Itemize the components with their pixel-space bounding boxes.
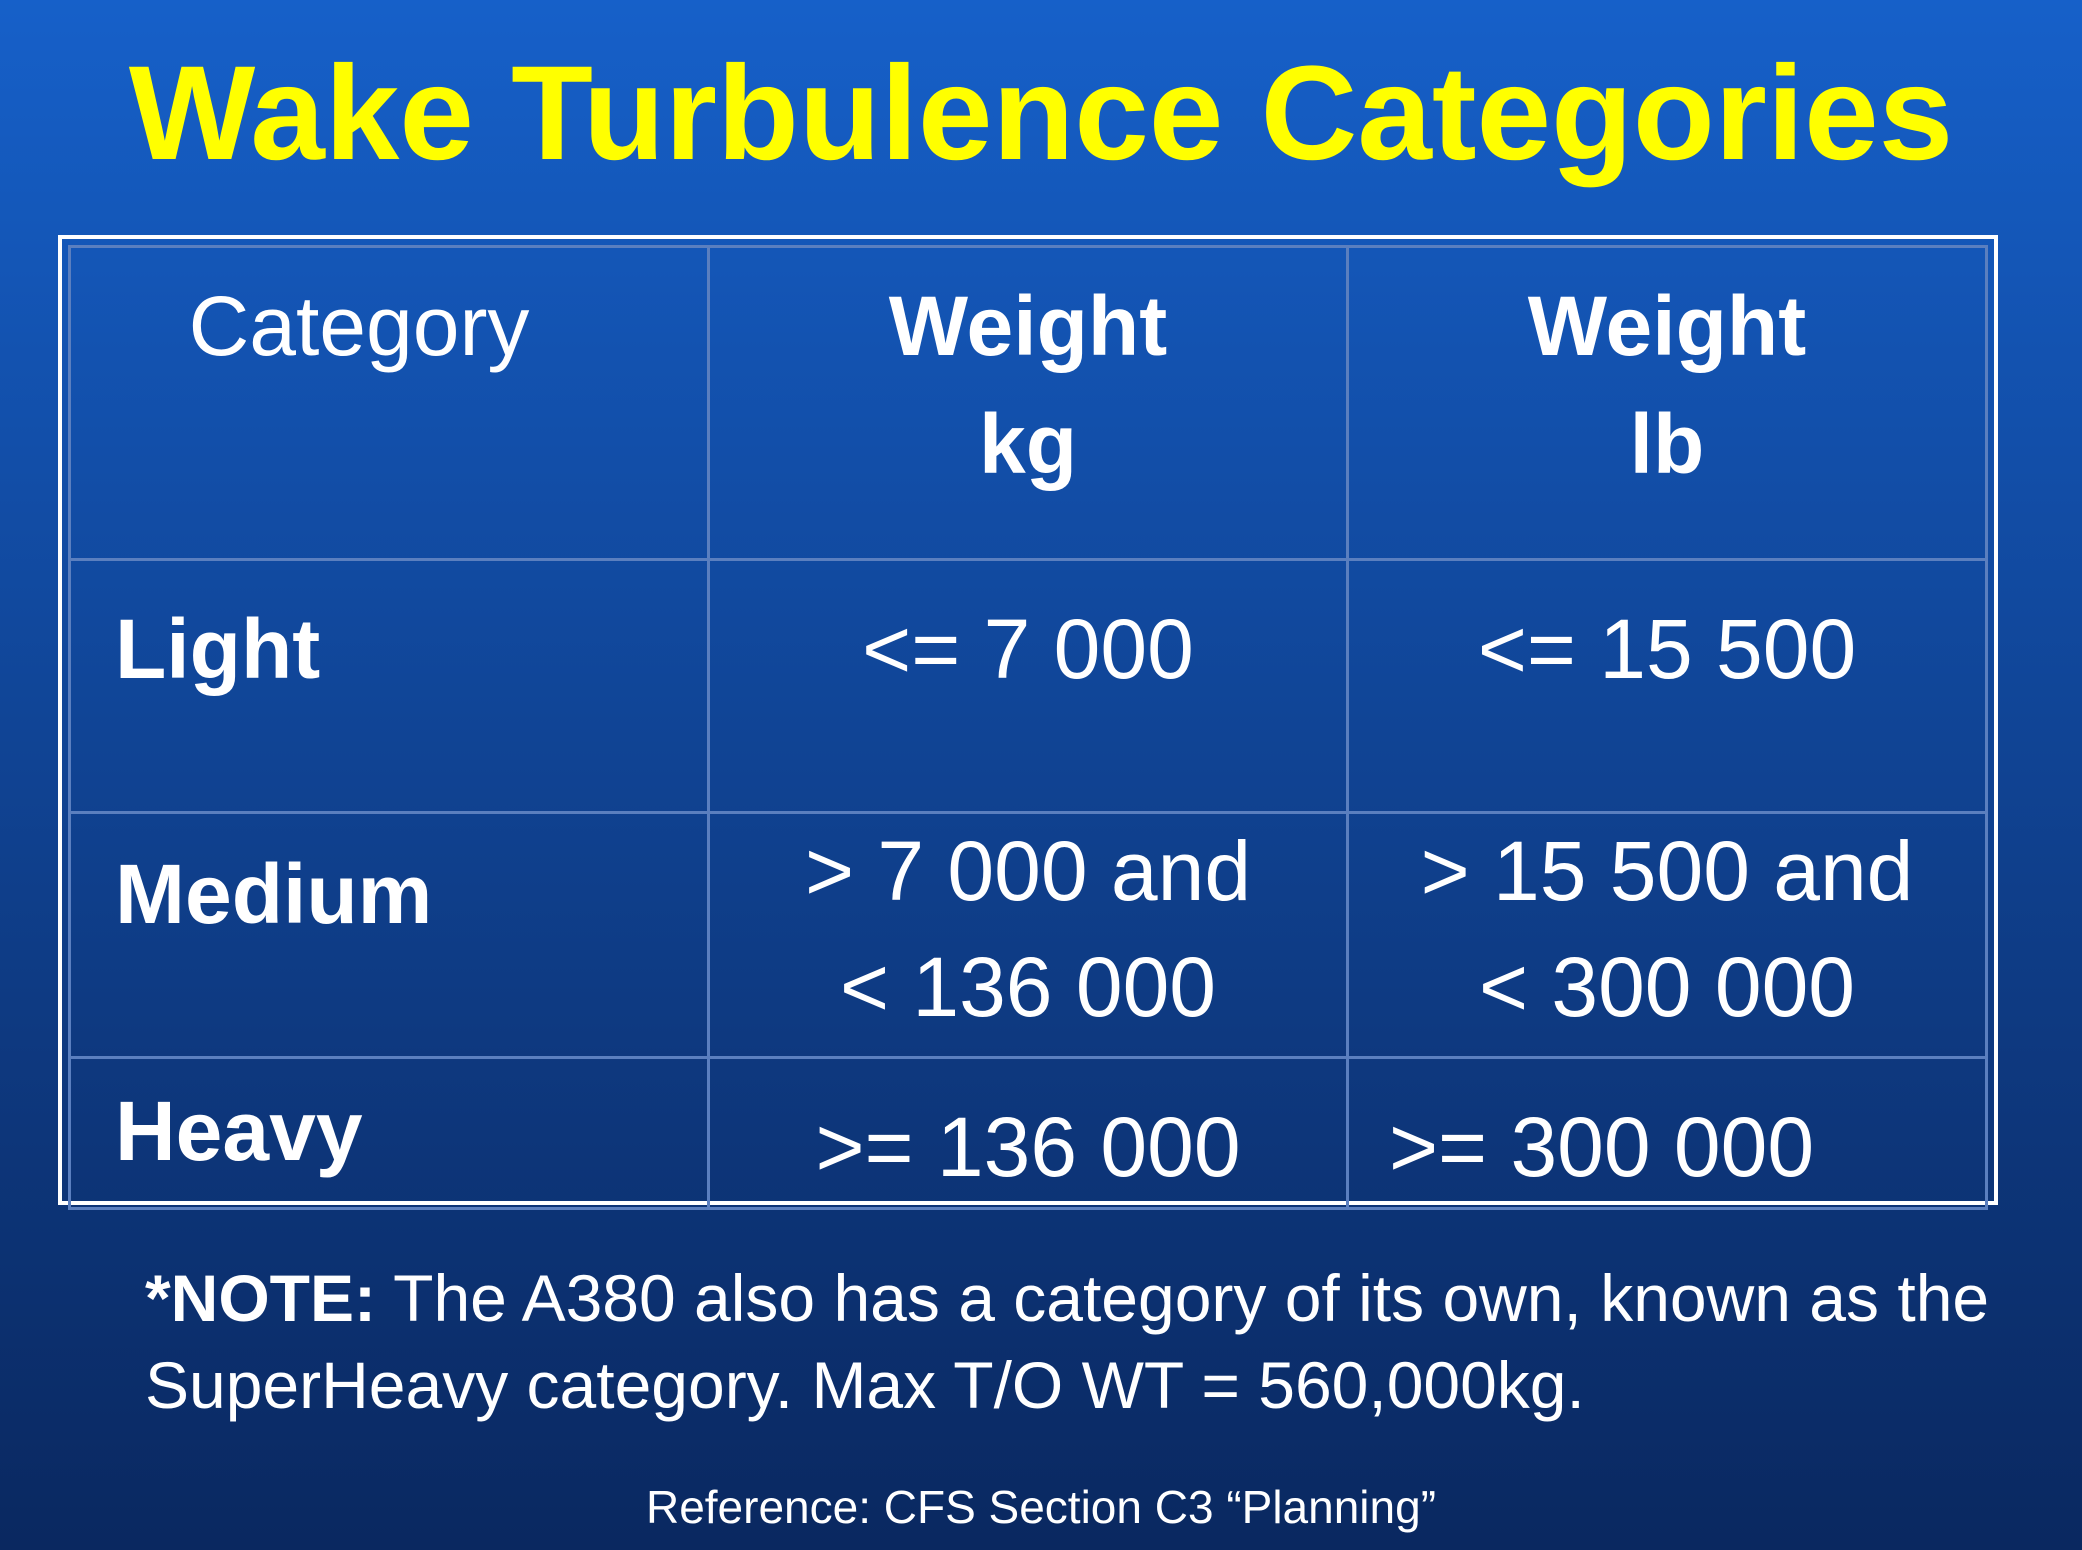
row-weight-kg: >= 136 000 (707, 1056, 1349, 1210)
wake-turbulence-table: Category Weight kg Weight lb Light <= 7 … (58, 235, 1998, 1210)
row-kg-line1: <= 7 000 (862, 602, 1194, 696)
row-weight-kg: <= 7 000 (707, 558, 1349, 814)
header-weight-lb: Weight lb (1346, 245, 1988, 561)
row-weight-lb: > 15 500 and < 300 000 (1346, 811, 1988, 1059)
table-row-medium: Medium > 7 000 and < 136 000 > 15 500 an… (68, 811, 1988, 1059)
slide-title: Wake Turbulence Categories (128, 39, 1954, 188)
header-weight-kg-line2: kg (978, 396, 1078, 491)
header-weight-kg: Weight kg (707, 245, 1349, 561)
header-weight-kg-line1: Weight (888, 279, 1168, 373)
header-category-label: Category (188, 279, 530, 373)
row-category: Medium (68, 811, 710, 1059)
row-weight-lb: >= 300 000 (1346, 1056, 1988, 1210)
note-label: *NOTE: (145, 1261, 376, 1335)
row-lb-line1: <= 15 500 (1477, 602, 1857, 696)
table-header-row: Category Weight kg Weight lb (68, 245, 1988, 561)
header-category: Category (68, 245, 710, 561)
row-kg-line1: >= 136 000 (815, 1100, 1241, 1194)
row-kg-line1: > 7 000 and (804, 824, 1252, 918)
a380-note: *NOTE: The A380 also has a category of i… (145, 1255, 2005, 1429)
header-weight-lb-line2: lb (1629, 396, 1705, 491)
row-lb-line2: < 300 000 (1478, 939, 1856, 1034)
row-weight-kg: > 7 000 and < 136 000 (707, 811, 1349, 1059)
table-row-light: Light <= 7 000 <= 15 500 (68, 558, 1988, 814)
header-weight-lb-line1: Weight (1527, 279, 1807, 373)
row-category-label: Medium (115, 847, 433, 941)
row-kg-line2: < 136 000 (839, 939, 1217, 1034)
note-text: The A380 also has a category of its own,… (145, 1261, 1990, 1423)
row-weight-lb: <= 15 500 (1346, 558, 1988, 814)
row-lb-line1: > 15 500 and (1420, 824, 1914, 918)
reference-footer: Reference: CFS Section C3 “Planning” (645, 1481, 1437, 1533)
row-category-label: Heavy (115, 1084, 363, 1178)
row-category: Heavy (68, 1056, 710, 1210)
categories-table: Category Weight kg Weight lb Light <= 7 … (68, 245, 1988, 1210)
row-category: Light (68, 558, 710, 814)
row-lb-line1: >= 300 000 (1389, 1100, 1815, 1194)
table-row-heavy: Heavy >= 136 000 >= 300 000 (68, 1056, 1988, 1210)
row-category-label: Light (115, 602, 321, 696)
